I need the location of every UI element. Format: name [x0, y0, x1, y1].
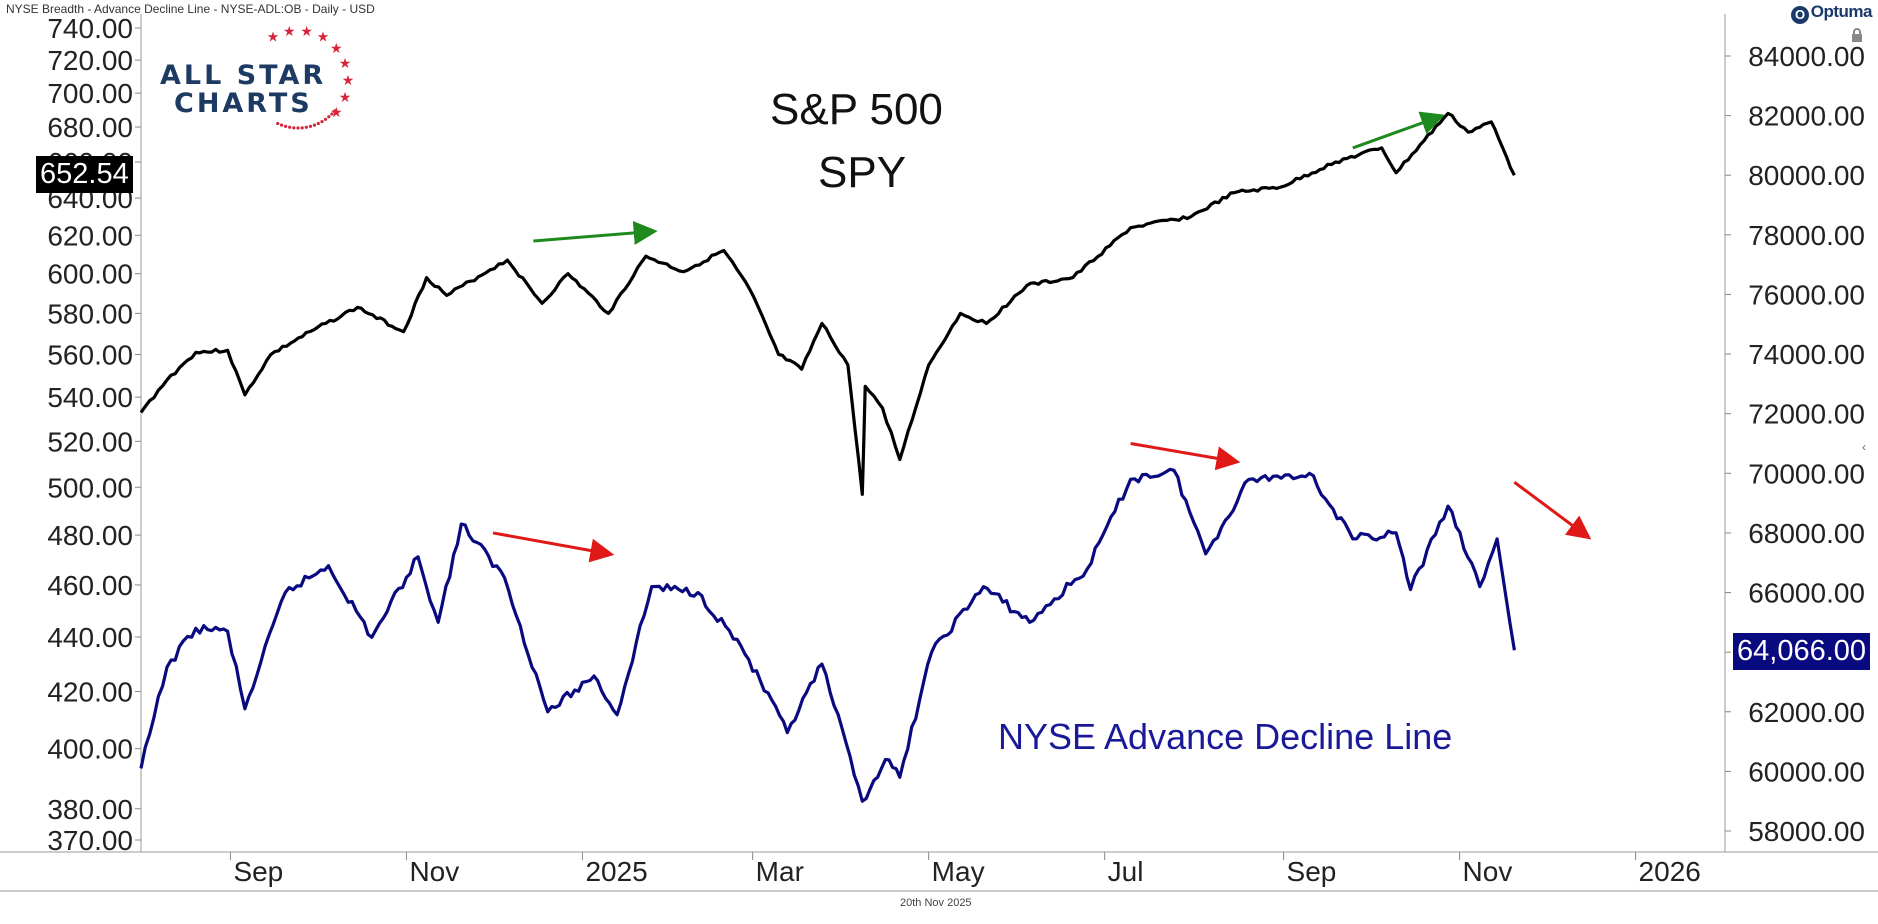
- right-axis: 84000.00 82000.00 80000.00 78000.00 76000.00…: [1725, 41, 1865, 847]
- logo-star-icon: ★: [330, 104, 343, 120]
- logo-star-icon: ★: [339, 55, 352, 71]
- left-tick-label: 740.00: [47, 13, 133, 44]
- logo-dot: [296, 126, 300, 130]
- logo-star-icon: ★: [317, 29, 330, 45]
- logo-dot: [316, 121, 320, 126]
- logo-dot: [320, 119, 324, 124]
- left-tick-label: 400.00: [47, 734, 133, 765]
- logo-star-icon: ★: [267, 29, 280, 45]
- x-tick-label: 2025: [585, 856, 647, 887]
- footer-date: 20th Nov 2025: [900, 897, 972, 909]
- series-line-spy: [139, 111, 1516, 496]
- axes-frame: [0, 14, 1878, 892]
- logo-star-icon: ★: [283, 23, 296, 39]
- chart-header: NYSE Breadth - Advance Decline Line - NY…: [6, 2, 375, 16]
- left-tick-label: 540.00: [47, 382, 133, 413]
- right-tick-label: 62000.00: [1748, 697, 1865, 728]
- left-tick-label: 680.00: [47, 112, 133, 143]
- x-tick-label: Sep: [233, 856, 283, 887]
- left-tick-label: 440.00: [47, 622, 133, 653]
- logo-dot: [300, 126, 304, 130]
- logo-star-icon: ★: [300, 23, 313, 39]
- left-tick-label: 380.00: [47, 794, 133, 825]
- x-tick-label: May: [932, 856, 985, 887]
- left-tick-label: 420.00: [47, 677, 133, 708]
- chart-subtitle: SPY: [818, 148, 907, 197]
- right-tick-label: 74000.00: [1748, 339, 1865, 370]
- logo-dot: [279, 123, 284, 127]
- spy-last-price-tag: 652.54: [36, 156, 133, 193]
- logo-star-icon: ★: [330, 40, 343, 56]
- right-tick-label: 84000.00: [1748, 41, 1865, 72]
- logo-dot: [276, 121, 280, 126]
- brand-logo: O Optuma: [1790, 2, 1873, 24]
- logo-dot: [333, 109, 337, 113]
- optuma-icon: O: [1790, 6, 1809, 24]
- logo-dot: [304, 125, 308, 129]
- x-axis: Sep Nov 2025 Mar May Jul Sep Nov 2026: [229, 852, 1701, 887]
- logo-stars: ★ ★ ★ ★★★★★★: [267, 23, 355, 130]
- left-tick-label: 370.00: [47, 825, 133, 856]
- left-tick-label: 720.00: [47, 45, 133, 76]
- right-tick-label: 60000.00: [1748, 756, 1865, 787]
- red-trend-arrow: [1130, 442, 1241, 471]
- left-tick-label: 620.00: [47, 220, 133, 251]
- right-tick-label: 78000.00: [1748, 220, 1865, 251]
- left-tick-label: 600.00: [47, 259, 133, 290]
- series-label-adl: NYSE Advance Decline Line: [998, 716, 1453, 757]
- logo-dot: [308, 124, 313, 128]
- collapse-panel-icon[interactable]: ‹: [1862, 440, 1866, 454]
- right-tick-label: 66000.00: [1748, 578, 1865, 609]
- logo-star-icon: ★: [342, 72, 355, 88]
- right-tick-label: 70000.00: [1748, 458, 1865, 489]
- left-axis: 740.00720.00700.00680.00660.00640.00620.…: [47, 13, 141, 856]
- logo-dot: [283, 124, 288, 128]
- series-layer: [139, 111, 1516, 803]
- right-tick-label: 58000.00: [1748, 816, 1865, 847]
- logo-dot: [330, 112, 334, 116]
- x-tick-label: 2026: [1639, 856, 1701, 887]
- left-tick-label: 460.00: [47, 570, 133, 601]
- right-tick-label: 80000.00: [1748, 160, 1865, 191]
- logo-dot: [323, 117, 328, 121]
- red-trend-arrow: [1513, 481, 1592, 540]
- green-trend-arrow: [1352, 111, 1446, 150]
- brand-name: Optuma: [1810, 2, 1873, 21]
- right-tick-label: 82000.00: [1748, 101, 1865, 132]
- left-tick-label: 520.00: [47, 426, 133, 457]
- left-tick-label: 700.00: [47, 78, 133, 109]
- left-tick-label: 580.00: [47, 298, 133, 329]
- left-tick-label: 480.00: [47, 520, 133, 551]
- logo-dot: [312, 123, 317, 127]
- x-tick-label: Sep: [1287, 856, 1337, 887]
- logo-line1: ALL STAR: [160, 60, 327, 91]
- left-tick-label: 560.00: [47, 340, 133, 371]
- logo-dot: [292, 126, 296, 130]
- x-tick-label: Mar: [756, 856, 804, 887]
- logo-line2: CHARTS: [174, 88, 313, 119]
- adl-last-value-tag: 64,066.00: [1733, 633, 1871, 670]
- right-tick-label: 68000.00: [1748, 518, 1865, 549]
- chart-title: S&P 500: [770, 85, 943, 134]
- red-trend-arrow: [492, 531, 615, 563]
- series-line-adl: [139, 467, 1516, 803]
- lock-icon[interactable]: [1850, 28, 1864, 42]
- annotation-layer: [492, 111, 1592, 563]
- logo-dot: [327, 115, 331, 119]
- logo-dot: [288, 125, 292, 129]
- right-tick-label: 76000.00: [1748, 279, 1865, 310]
- right-tick-label: 72000.00: [1748, 399, 1865, 430]
- x-tick-label: Nov: [409, 856, 459, 887]
- left-tick-label: 500.00: [47, 472, 133, 503]
- green-trend-arrow: [533, 220, 658, 245]
- x-tick-label: Jul: [1108, 856, 1144, 887]
- logo-star-icon: ★: [339, 89, 352, 105]
- x-tick-label: Nov: [1463, 856, 1513, 887]
